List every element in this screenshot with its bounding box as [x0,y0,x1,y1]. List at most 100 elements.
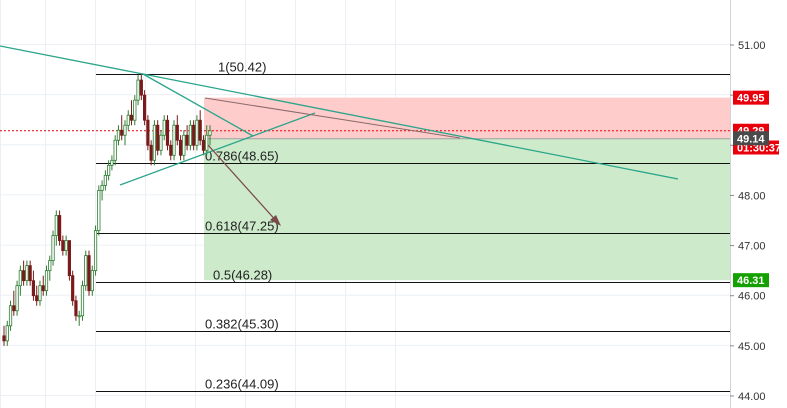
candle-body [97,190,101,231]
candle-body [139,79,143,96]
candle-body [116,129,121,141]
candle-body [84,255,88,287]
position-trendline [204,97,461,139]
candle-body [182,134,186,156]
price-tag-label: 49.14 [737,133,765,145]
price-axis-label: 45.00 [738,341,766,353]
candle-body [126,114,130,126]
candle-body [152,124,157,161]
candle-body [133,99,137,121]
candle-body [31,280,36,297]
candle-body [22,270,26,282]
projection-arrow-shaft [207,144,280,225]
candle-body [195,119,199,146]
candle-body [198,119,202,141]
fib-level-label: 0.382(45.30) [205,317,279,332]
candle-body [208,130,212,136]
entry-price-tag: 49.14 [733,131,769,146]
candle-body [143,94,147,121]
candle-body [93,230,98,272]
candlestick-series [2,74,212,346]
candle-body [192,124,196,146]
candle-body [149,144,153,161]
price-tag-label: 01:30:37 [737,143,781,155]
candle-body [185,134,189,146]
fib-level-label: 1(50.42) [218,60,266,75]
candle-body [123,124,127,136]
candle-body [61,240,65,251]
wedge-lower-line [119,112,316,186]
candle-body [146,119,150,146]
price-axis-label: 51.00 [738,40,766,52]
candle-body [48,260,52,272]
price-axis-background [730,0,787,408]
candle-body [120,129,124,136]
price-tag-background [733,273,769,288]
price-tag-background [733,131,769,146]
candle-body [159,134,163,151]
candle-body [71,275,75,302]
candle-body [25,265,29,282]
candle-body [100,184,104,191]
candle-body [44,270,49,292]
price-axis-label: 44.00 [738,391,766,403]
long-downtrend-line-extension [142,73,679,180]
candle-body [15,285,19,312]
candle-body [172,124,176,156]
candle-body [8,305,13,327]
stop-loss-tag: 49.95 [733,90,769,105]
fibonacci-retracement[interactable]: 1(50.42) 0.786(48.65) 0.618(47.25) 0.5(46.2… [96,60,730,392]
candle-body [41,285,45,292]
candle-body [113,139,117,161]
candle-body [162,119,166,136]
candle-body [136,79,140,101]
fib-level-label: 0.618(47.25) [205,219,279,234]
projection-arrow-head [270,215,281,226]
fib-level-label: 0.5(46.28) [213,268,272,283]
candle-body [156,124,160,151]
candle-body [178,139,183,156]
candle-body [28,265,32,282]
candle-body [87,255,91,292]
fib-level-label: 0.236(44.09) [205,377,279,392]
candle-body [110,159,114,166]
candle-body [188,124,192,146]
candle-body [201,139,206,151]
price-tag-background [733,90,769,105]
candle-body [51,235,55,262]
price-axis-label: 48.00 [738,190,766,202]
candle-body [57,215,62,241]
candle-body [35,295,39,302]
price-tag-label: 46.31 [737,275,765,287]
candle-body [175,124,179,141]
candle-body [103,174,107,186]
candle-body [80,285,85,317]
candle-body [12,305,16,312]
candle-body [169,144,173,156]
candle-body [165,119,170,146]
candle-body [54,215,58,236]
long-downtrend-line [0,45,144,75]
trendlines[interactable] [0,45,679,226]
candle-body [77,315,81,318]
candle-body [64,240,68,251]
candle-body [38,285,42,302]
candle-body [2,335,6,342]
candle-body [90,270,94,292]
wedge-upper-line [142,73,254,137]
candle-body [74,300,78,317]
candle-body [18,270,22,287]
candle-body [205,134,209,151]
price-axis-label: 46.00 [738,291,766,303]
risk-reward-zones[interactable] [0,97,730,281]
stop-loss-zone [204,97,730,139]
candle-body [107,164,111,176]
target-price-tag: 46.31 [733,273,769,288]
candle-body [67,240,71,277]
price-tag-label: 49.95 [737,93,765,105]
price-axis-label: 47.00 [738,241,766,253]
target-zone [204,138,730,281]
